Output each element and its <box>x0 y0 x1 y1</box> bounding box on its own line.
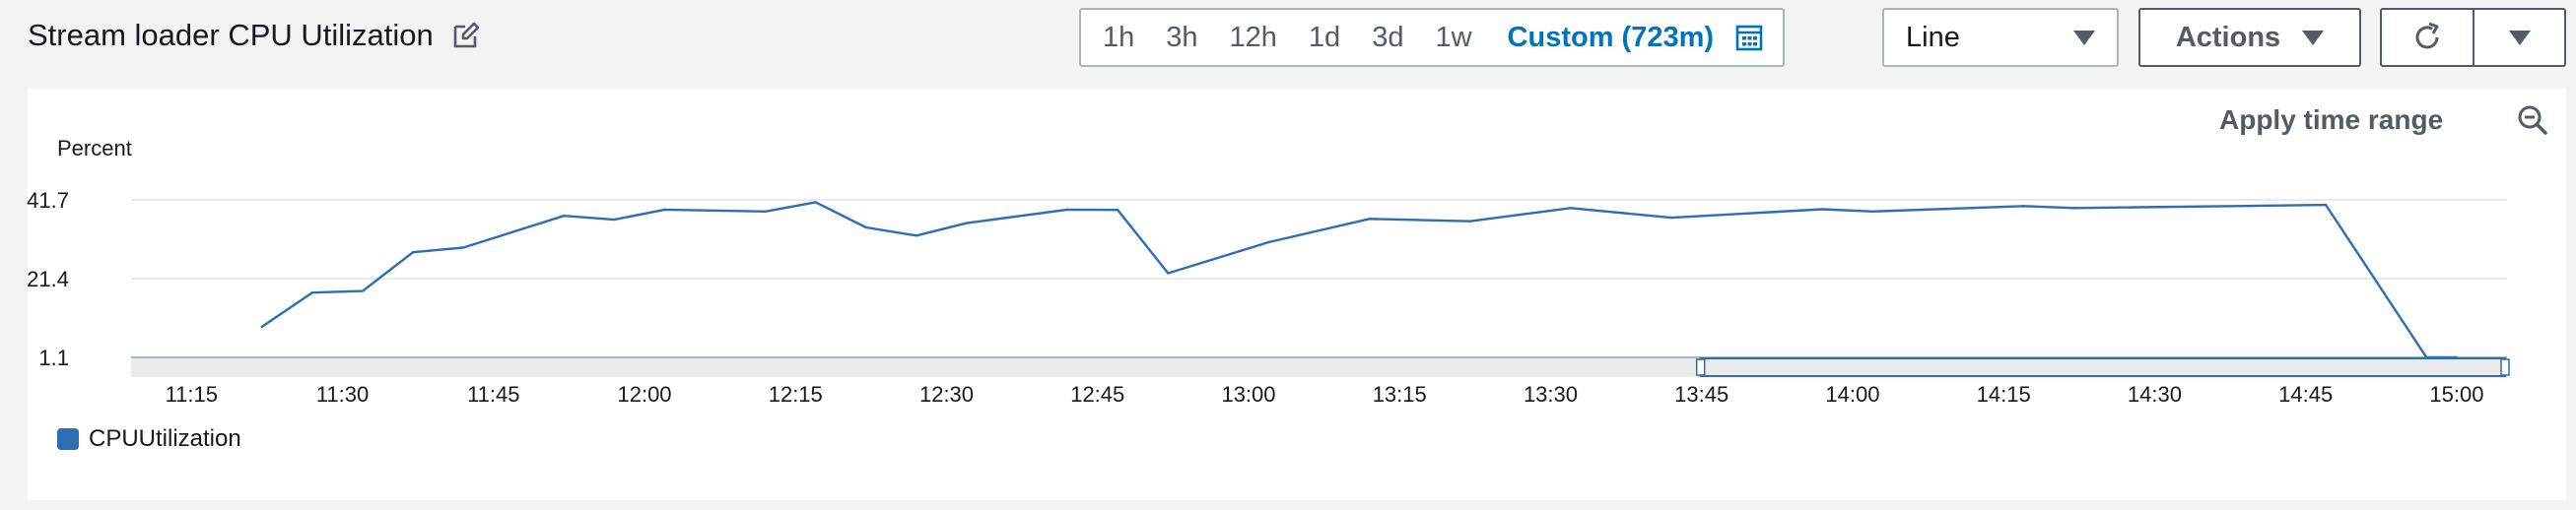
x-tick-label: 11:45 <box>467 382 519 407</box>
data-point[interactable] <box>814 201 817 204</box>
data-point[interactable] <box>361 289 365 292</box>
data-point[interactable] <box>411 251 415 254</box>
data-point[interactable] <box>310 290 314 294</box>
data-point[interactable] <box>1821 208 1824 211</box>
data-point[interactable] <box>2324 203 2328 207</box>
x-tick-label: 13:15 <box>1373 382 1427 407</box>
data-point[interactable] <box>663 208 666 212</box>
x-tick-label: 14:15 <box>1977 382 2031 407</box>
refresh-icon <box>2415 22 2439 49</box>
chart-type-select[interactable]: Line <box>1882 8 2119 67</box>
data-point[interactable] <box>1871 210 1874 214</box>
data-point[interactable] <box>2455 355 2459 359</box>
refresh-button[interactable] <box>2380 8 2474 67</box>
data-point[interactable] <box>1267 240 1270 244</box>
legend-swatch <box>57 428 79 450</box>
chart-type-value: Line <box>1906 21 1960 53</box>
selection-handle-right[interactable] <box>2500 358 2510 376</box>
y-tick-label: 21.4 <box>27 267 69 291</box>
data-point[interactable] <box>1065 208 1069 212</box>
range-1w[interactable]: 1w <box>1435 21 1472 53</box>
legend-label: CPUUtilization <box>89 425 241 452</box>
x-tick-label: 13:30 <box>1524 382 1578 407</box>
actions-label: Actions <box>2175 21 2281 53</box>
calendar-icon <box>1735 25 1763 51</box>
zoom-out-icon[interactable] <box>2517 104 2548 136</box>
y-tick-label: 1.1 <box>38 346 69 370</box>
x-axis-band <box>131 357 2507 377</box>
range-12h[interactable]: 12h <box>1229 21 1277 53</box>
actions-button[interactable]: Actions <box>2138 8 2361 67</box>
x-tick-label: 15:00 <box>2429 382 2483 407</box>
x-tick-label: 11:15 <box>166 382 218 407</box>
data-point[interactable] <box>260 325 264 329</box>
data-point[interactable] <box>915 234 918 237</box>
data-point[interactable] <box>2425 355 2428 359</box>
y-tick-label: 41.7 <box>27 188 69 213</box>
caret-down-icon <box>2302 30 2325 45</box>
series-line-cpuutilization[interactable] <box>261 201 2457 359</box>
range-3h[interactable]: 3h <box>1166 21 1198 53</box>
data-point[interactable] <box>2022 205 2025 208</box>
data-point[interactable] <box>764 210 767 214</box>
caret-down-icon <box>2073 30 2095 45</box>
x-tick-label: 12:15 <box>769 382 823 407</box>
apply-time-range-button[interactable]: Apply time range <box>2219 104 2444 135</box>
data-point[interactable] <box>563 214 566 218</box>
data-point[interactable] <box>1368 218 1371 221</box>
chart-legend: CPUUtilization <box>57 425 241 453</box>
x-tick-label: 11:30 <box>316 382 369 407</box>
data-point[interactable] <box>965 222 969 224</box>
x-tick-label: 14:00 <box>1825 382 1879 407</box>
custom-range-label: Custom (723m) <box>1507 21 1715 53</box>
x-tick-label: 14:45 <box>2278 382 2333 407</box>
data-point[interactable] <box>461 246 465 249</box>
data-point[interactable] <box>1669 216 1673 220</box>
range-1d[interactable]: 1d <box>1308 21 1341 53</box>
range-custom[interactable]: Custom (723m) <box>1488 10 1784 65</box>
x-tick-label: 13:00 <box>1221 382 1275 407</box>
time-range-selector: 1h 3h 12h 1d 3d 1w Custom (723m) <box>1079 8 1786 67</box>
x-tick-label: 12:45 <box>1070 382 1124 407</box>
caret-down-icon <box>2508 30 2531 45</box>
page-title: Stream loader CPU Utilization <box>28 18 434 52</box>
range-1h[interactable]: 1h <box>1103 21 1135 53</box>
x-tick-label: 12:00 <box>617 382 671 407</box>
selection-handle-left[interactable] <box>1695 358 1706 376</box>
data-point[interactable] <box>864 225 867 229</box>
chart-panel <box>28 89 2566 500</box>
x-tick-label: 12:30 <box>919 382 974 407</box>
data-point[interactable] <box>1468 220 1471 223</box>
y-axis-label: Percent <box>57 136 132 160</box>
data-point[interactable] <box>1116 209 1119 212</box>
refresh-options-button[interactable] <box>2473 8 2566 67</box>
data-point[interactable] <box>2072 207 2075 210</box>
data-point[interactable] <box>1569 207 1573 210</box>
x-tick-label: 13:45 <box>1674 382 1729 407</box>
x-tick-label: 14:30 <box>2128 382 2182 407</box>
range-3d[interactable]: 3d <box>1372 21 1404 53</box>
widget-title: Stream loader CPU Utilization <box>28 18 481 53</box>
data-point[interactable] <box>1167 272 1170 275</box>
data-point[interactable] <box>613 218 616 222</box>
edit-icon[interactable] <box>451 21 481 50</box>
